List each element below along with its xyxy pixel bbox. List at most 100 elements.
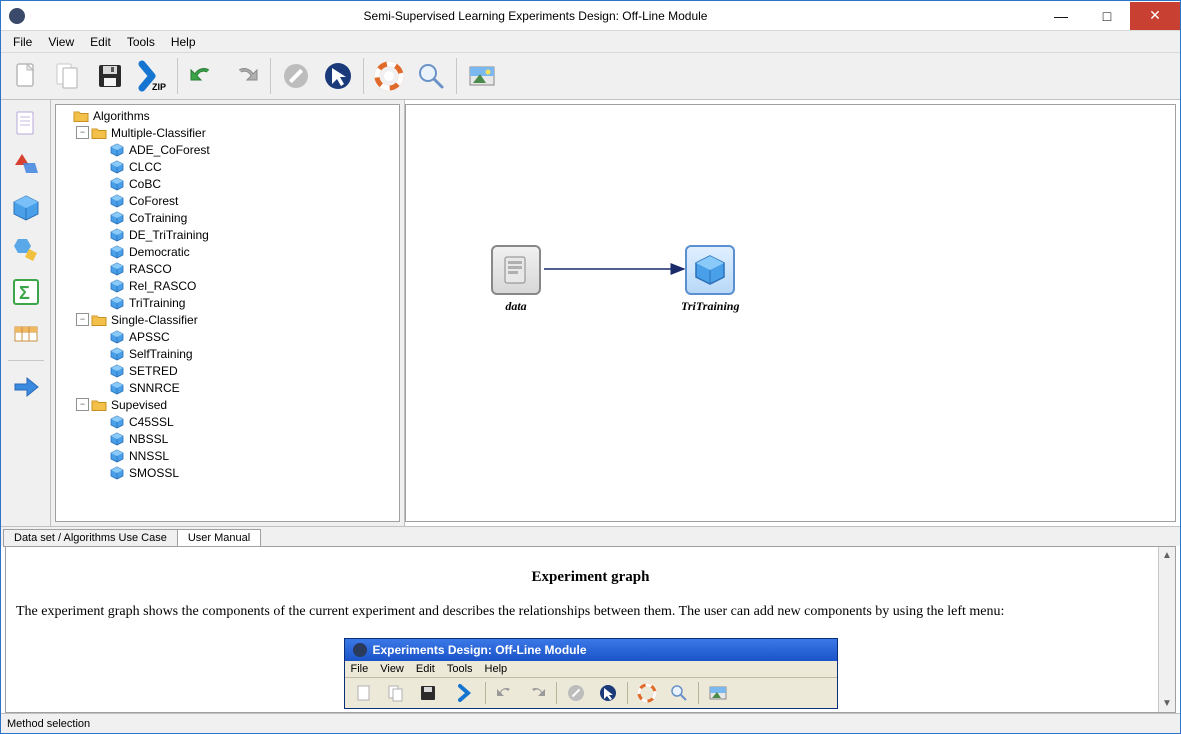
tree-label: Democratic <box>129 245 190 259</box>
tree-label: SelfTraining <box>129 347 193 361</box>
tree-leaf[interactable]: TriTraining <box>56 294 399 311</box>
cube-icon <box>109 279 125 293</box>
tree-leaf[interactable]: CLCC <box>56 158 399 175</box>
shapes-red-icon[interactable] <box>8 148 44 184</box>
tree-toggle-icon[interactable]: − <box>76 313 89 326</box>
tree-label: Single-Classifier <box>111 313 198 327</box>
cube-icon <box>109 262 125 276</box>
zip-export-icon[interactable]: ZIP <box>133 57 171 95</box>
search-help-icon[interactable] <box>370 57 408 95</box>
tree-label: CoTraining <box>129 211 187 225</box>
embed-menu-help: Help <box>485 663 508 675</box>
manual-paragraph: The experiment graph shows the component… <box>6 604 1175 620</box>
redo-icon[interactable] <box>226 57 264 95</box>
maximize-button[interactable]: □ <box>1084 2 1130 30</box>
image-icon[interactable] <box>463 57 501 95</box>
scroll-up-icon[interactable]: ▲ <box>1159 547 1175 564</box>
embed-menu-view: View <box>380 663 404 675</box>
sigma-icon[interactable]: Σ <box>8 274 44 310</box>
toolbar-separator <box>456 58 457 94</box>
doc-icon[interactable] <box>8 106 44 142</box>
tree-label: C45SSL <box>129 415 174 429</box>
tree-leaf[interactable]: Democratic <box>56 243 399 260</box>
save-icon[interactable] <box>91 57 129 95</box>
tree-leaf[interactable]: ADE_CoForest <box>56 141 399 158</box>
tree-leaf[interactable]: DE_TriTraining <box>56 226 399 243</box>
cube-icon <box>109 245 125 259</box>
delete-icon[interactable] <box>277 57 315 95</box>
svg-text:Σ: Σ <box>19 283 30 303</box>
canvas-node-tritraining[interactable]: TriTraining <box>681 245 739 314</box>
tree-toggle-icon[interactable]: − <box>76 398 89 411</box>
embed-toolbar <box>345 678 837 708</box>
cube-icon <box>109 364 125 378</box>
tab-user-manual[interactable]: User Manual <box>177 529 261 547</box>
tree-toggle-icon[interactable]: − <box>76 126 89 139</box>
embed-title-text: Experiments Design: Off-Line Module <box>373 643 587 657</box>
tree-leaf[interactable]: CoForest <box>56 192 399 209</box>
tree-label: CoForest <box>129 194 178 208</box>
tab-dataset-usecase[interactable]: Data set / Algorithms Use Case <box>3 529 178 547</box>
cube-icon <box>109 415 125 429</box>
tree-leaf[interactable]: NNSSL <box>56 447 399 464</box>
canvas-node-label: data <box>491 299 541 314</box>
close-button[interactable]: ✕ <box>1130 2 1180 30</box>
tree-label: DE_TriTraining <box>129 228 209 242</box>
tree-leaf[interactable]: CoTraining <box>56 209 399 226</box>
tree-label: SETRED <box>129 364 178 378</box>
shapes-yellow-icon[interactable] <box>8 232 44 268</box>
statusbar-text: Method selection <box>7 718 90 730</box>
toolbar-separator <box>363 58 364 94</box>
minimize-button[interactable]: — <box>1038 2 1084 30</box>
undo-icon[interactable] <box>184 57 222 95</box>
tree-branch[interactable]: − Single-Classifier <box>56 311 399 328</box>
tree-leaf[interactable]: SETRED <box>56 362 399 379</box>
tree-label: CoBC <box>129 177 161 191</box>
cube-icon <box>109 330 125 344</box>
grid-icon[interactable] <box>8 316 44 352</box>
tree-branch[interactable]: −Supevised <box>56 396 399 413</box>
statusbar: Method selection <box>1 713 1180 733</box>
cube-icon <box>109 143 125 157</box>
embed-menu-file: File <box>351 663 369 675</box>
tree-leaf[interactable]: Rel_RASCO <box>56 277 399 294</box>
tree-label: SMOSSL <box>129 466 179 480</box>
menu-help[interactable]: Help <box>163 33 204 51</box>
new-file-icon[interactable] <box>7 57 45 95</box>
experiment-canvas[interactable]: data TriTraining <box>405 104 1176 522</box>
tree-leaf[interactable]: RASCO <box>56 260 399 277</box>
main-toolbar: ZIP <box>1 53 1180 100</box>
scroll-down-icon[interactable]: ▼ <box>1159 695 1175 712</box>
open-file-icon[interactable] <box>49 57 87 95</box>
menu-file[interactable]: File <box>5 33 40 51</box>
tree-label: Multiple-Classifier <box>111 126 206 140</box>
tree-leaf[interactable]: SelfTraining <box>56 345 399 362</box>
tree-leaf[interactable]: SNNRCE <box>56 379 399 396</box>
cube-icon <box>109 347 125 361</box>
embed-menubar: File View Edit Tools Help <box>345 661 837 678</box>
tree-leaf[interactable]: SMOSSL <box>56 464 399 481</box>
blue-cube-icon[interactable] <box>8 190 44 226</box>
window-title: Semi-Supervised Learning Experiments Des… <box>33 9 1038 23</box>
cube-icon <box>109 211 125 225</box>
menu-view[interactable]: View <box>40 33 82 51</box>
tree-leaf[interactable]: CoBC <box>56 175 399 192</box>
tree-branch[interactable]: Algorithms <box>56 107 399 124</box>
tree-leaf[interactable]: NBSSL <box>56 430 399 447</box>
tree-leaf[interactable]: C45SSL <box>56 413 399 430</box>
toolbar-separator <box>177 58 178 94</box>
arrow-right-icon[interactable] <box>8 369 44 405</box>
manual-scrollbar[interactable]: ▲ ▼ <box>1158 547 1175 712</box>
titlebar: Semi-Supervised Learning Experiments Des… <box>1 1 1180 31</box>
canvas-node-data[interactable]: data <box>491 245 541 314</box>
menu-edit[interactable]: Edit <box>82 33 119 51</box>
algorithm-tree[interactable]: Algorithms − Multiple-ClassifierADE_CoFore… <box>55 104 400 522</box>
tree-branch[interactable]: − Multiple-Classifier <box>56 124 399 141</box>
tree-leaf[interactable]: APSSC <box>56 328 399 345</box>
cube-icon <box>109 432 125 446</box>
cursor-icon[interactable] <box>319 57 357 95</box>
folder-icon <box>73 109 89 123</box>
zoom-icon[interactable] <box>412 57 450 95</box>
tree-label: TriTraining <box>129 296 185 310</box>
menu-tools[interactable]: Tools <box>119 33 163 51</box>
